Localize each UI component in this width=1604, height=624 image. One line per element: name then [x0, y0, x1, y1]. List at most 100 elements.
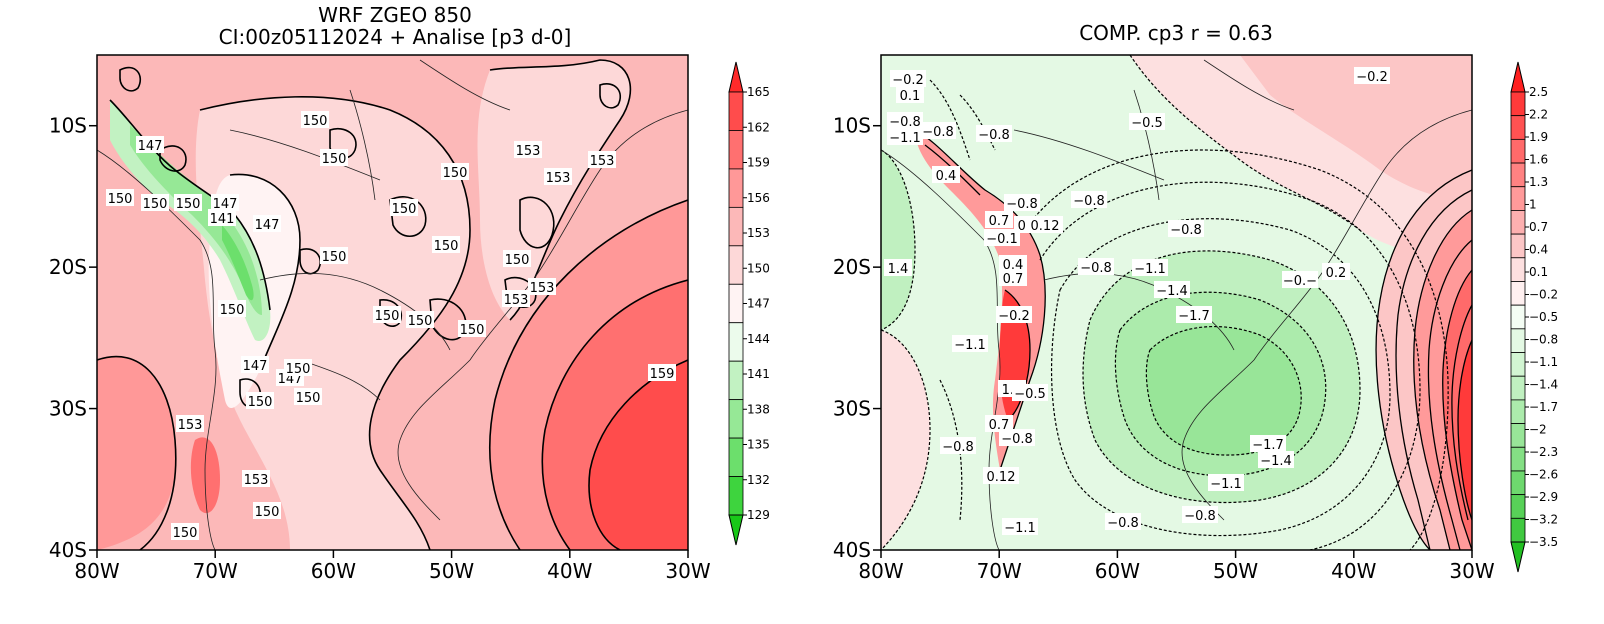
- contour-label-bg: [999, 269, 1027, 286]
- contour-label: 150: [286, 362, 311, 377]
- colorbar-segment: [1510, 328, 1526, 353]
- colorbar-max-arrow: [728, 61, 744, 93]
- left-subtitle: CI:00z05112024 + Analise [p3 d-0]: [219, 25, 572, 49]
- colorbar-label: −2.9: [1529, 490, 1558, 504]
- x-tick-label: 50W: [429, 559, 474, 583]
- colorbar-label: 135: [747, 438, 770, 452]
- contour-label-bg: [242, 470, 270, 487]
- contour-label: 0.1: [900, 89, 921, 104]
- colorbar-label: 132: [747, 473, 770, 487]
- contour-label-bg: [502, 290, 530, 307]
- contour-label-bg: [208, 209, 236, 226]
- contour-label: −0.8: [942, 440, 974, 455]
- colorbar-segment: [1510, 233, 1526, 259]
- contour-label: 150: [392, 202, 417, 217]
- left-west-153-region: [97, 356, 176, 550]
- colorbar-label: 0.7: [1529, 220, 1548, 234]
- x-tick-label: 40W: [547, 559, 592, 583]
- contour-label-bg: [176, 415, 204, 432]
- contour-label: 153: [530, 281, 555, 296]
- contour-label-bg: [253, 215, 281, 232]
- contour-label: 150: [408, 314, 433, 329]
- right-nw-green-patch: [881, 150, 915, 330]
- contour-label-bg: [211, 194, 239, 211]
- right-west-positive-region: [881, 330, 930, 550]
- y-tick-label: 20S: [49, 255, 87, 279]
- colorbar-label: 1.3: [1529, 175, 1548, 189]
- y-tick-label: 30S: [49, 397, 87, 421]
- colorbar-segment: [728, 476, 744, 516]
- colorbar-label: −1.1: [1529, 355, 1558, 369]
- contour-label: −0.8: [1073, 194, 1105, 209]
- left-east-159-region: [589, 360, 688, 550]
- contour-label-bg: [984, 229, 1020, 246]
- colorbar-segment: [728, 437, 744, 477]
- contour-label: 0.4: [936, 169, 957, 184]
- contour-label: 159: [650, 367, 675, 382]
- contour-label-bg: [985, 415, 1013, 432]
- contour-label: −0.8: [1107, 516, 1139, 531]
- contour-label-bg: [999, 429, 1035, 446]
- colorbar-segment: [1510, 162, 1526, 188]
- contour-label-bg: [544, 168, 572, 185]
- colorbar-segment: [1510, 281, 1526, 306]
- left-andes-138-region: [130, 125, 262, 315]
- y-tick-label: 10S: [49, 114, 87, 138]
- contour-label-bg: [1282, 271, 1318, 288]
- contour-label-bg: [246, 392, 274, 409]
- colorbar-segment: [1510, 494, 1526, 519]
- right-map-frame: [880, 54, 1473, 551]
- contour-label: −0.8: [889, 115, 921, 130]
- x-tick-label: 70W: [193, 559, 238, 583]
- left-southern-andes-patch: [190, 437, 220, 514]
- contour-label: 150: [255, 505, 280, 520]
- colorbar-segment: [728, 206, 744, 247]
- contour-label-bg: [1078, 258, 1114, 275]
- contour-label-bg: [528, 278, 556, 295]
- contour-label: 147: [138, 139, 163, 154]
- contour-label-bg: [1004, 194, 1040, 211]
- contour-label: −1.4: [1260, 454, 1292, 469]
- colorbar-label: 150: [747, 261, 770, 275]
- contour-label-bg: [441, 163, 469, 180]
- colorbar-label: 129: [747, 508, 770, 522]
- colorbar-min-arrow: [1510, 541, 1526, 573]
- contour-label-bg: [983, 467, 1019, 484]
- contour-label-bg: [896, 86, 924, 103]
- contour-label: 150: [220, 303, 245, 318]
- contour-label: −0.5: [1131, 116, 1163, 131]
- colorbar-label: 2.2: [1529, 108, 1548, 122]
- contour-label-bg: [890, 70, 926, 87]
- colorbar-label: −1.4: [1529, 378, 1558, 392]
- contour-label: 150: [303, 114, 328, 129]
- left-colorbar: 165 162 159 156 153 150 147 144 141 138 135 132 129: [728, 61, 770, 546]
- right-central-neg-1.7-region: [1146, 326, 1302, 456]
- contour-label: −1.1: [1210, 477, 1242, 492]
- contour-label: 150: [460, 323, 485, 338]
- colorbar-segment: [728, 130, 744, 170]
- colorbar-segment: [728, 91, 744, 131]
- contour-label: 150: [443, 166, 468, 181]
- colorbar-segment: [728, 399, 744, 439]
- contour-label-bg: [1250, 435, 1286, 452]
- contour-label: 0.7: [989, 214, 1010, 229]
- right-contour-labels: −0.20.1−0.8−0.8−1.1 −0.8−0.5−0.20.4−0.8 −0…: [884, 67, 1390, 536]
- contour-label-bg: [648, 364, 676, 381]
- contour-label-bg: [241, 356, 269, 373]
- contour-label-bg: [284, 359, 312, 376]
- contour-label-bg: [887, 112, 923, 129]
- contour-label: −0.8: [1184, 509, 1216, 524]
- colorbar-max-arrow: [1510, 61, 1526, 93]
- contour-label: −0.8: [1006, 197, 1038, 212]
- contour-label-bg: [1258, 451, 1294, 468]
- contour-label: 150: [375, 309, 400, 324]
- colorbar-segment: [728, 283, 744, 324]
- contour-label-bg: [294, 388, 322, 405]
- x-tick-label: 70W: [977, 559, 1022, 583]
- contour-label-bg: [373, 306, 401, 323]
- contour-label-bg: [952, 335, 988, 352]
- contour-label-bg: [1208, 474, 1244, 491]
- colorbar-segment: [728, 360, 744, 401]
